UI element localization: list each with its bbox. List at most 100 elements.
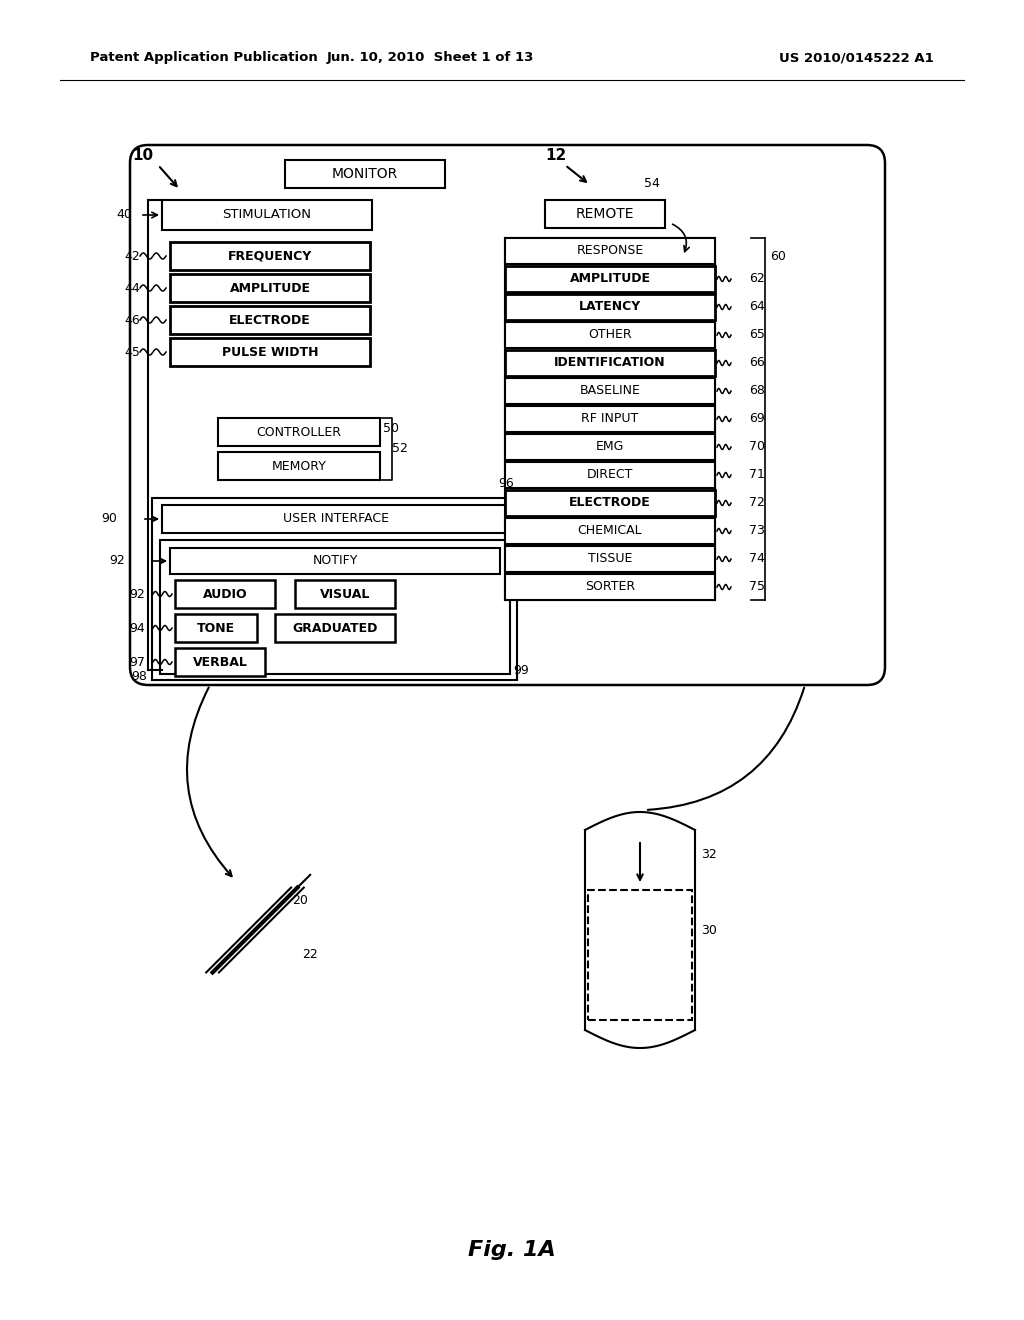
- Text: US 2010/0145222 A1: US 2010/0145222 A1: [779, 51, 934, 65]
- Text: 90: 90: [101, 512, 117, 525]
- Text: 65: 65: [749, 329, 765, 342]
- Text: 12: 12: [545, 148, 566, 162]
- Bar: [175, 614, 257, 642]
- Text: 92: 92: [110, 554, 125, 568]
- Text: 96: 96: [499, 477, 514, 490]
- Bar: [285, 160, 445, 187]
- Bar: [152, 498, 517, 680]
- Text: 74: 74: [749, 553, 765, 565]
- Bar: [275, 614, 395, 642]
- Text: SORTER: SORTER: [585, 581, 635, 594]
- Text: RESPONSE: RESPONSE: [577, 244, 644, 257]
- Text: TISSUE: TISSUE: [588, 553, 632, 565]
- Text: 94: 94: [129, 622, 145, 635]
- Text: 97: 97: [129, 656, 145, 668]
- Text: NOTIFY: NOTIFY: [312, 554, 357, 568]
- Text: 68: 68: [749, 384, 765, 397]
- Text: 60: 60: [770, 249, 785, 263]
- Text: CHEMICAL: CHEMICAL: [578, 524, 642, 537]
- Bar: [505, 267, 715, 292]
- Text: ELECTRODE: ELECTRODE: [229, 314, 311, 326]
- Bar: [505, 517, 715, 544]
- Text: 98: 98: [131, 671, 147, 684]
- Bar: [160, 540, 510, 675]
- Bar: [218, 451, 380, 480]
- Text: MEMORY: MEMORY: [271, 459, 327, 473]
- Text: 62: 62: [749, 272, 765, 285]
- Text: STIMULATION: STIMULATION: [222, 209, 311, 222]
- Text: 22: 22: [302, 949, 318, 961]
- Text: AMPLITUDE: AMPLITUDE: [569, 272, 650, 285]
- Bar: [295, 579, 395, 609]
- Bar: [505, 238, 715, 601]
- Text: REMOTE: REMOTE: [575, 207, 634, 220]
- Text: 54: 54: [644, 177, 660, 190]
- Bar: [505, 407, 715, 432]
- Text: 42: 42: [124, 249, 140, 263]
- Text: 71: 71: [749, 469, 765, 482]
- Bar: [170, 275, 370, 302]
- Text: CONTROLLER: CONTROLLER: [256, 425, 341, 438]
- Text: GRADUATED: GRADUATED: [292, 622, 378, 635]
- Bar: [162, 201, 372, 230]
- Text: Patent Application Publication: Patent Application Publication: [90, 51, 317, 65]
- Bar: [505, 434, 715, 459]
- Text: 66: 66: [749, 356, 765, 370]
- Text: MONITOR: MONITOR: [332, 168, 398, 181]
- Text: VISUAL: VISUAL: [319, 587, 371, 601]
- Text: 45: 45: [124, 346, 140, 359]
- Text: IDENTIFICATION: IDENTIFICATION: [554, 356, 666, 370]
- Text: AUDIO: AUDIO: [203, 587, 248, 601]
- Bar: [505, 350, 715, 376]
- Text: 69: 69: [749, 412, 765, 425]
- Text: 50: 50: [383, 422, 399, 436]
- Bar: [170, 548, 500, 574]
- Bar: [170, 306, 370, 334]
- Text: TONE: TONE: [197, 622, 236, 635]
- Text: 20: 20: [293, 894, 308, 907]
- Bar: [170, 338, 370, 366]
- Text: PULSE WIDTH: PULSE WIDTH: [222, 346, 318, 359]
- Text: AMPLITUDE: AMPLITUDE: [229, 281, 310, 294]
- Bar: [505, 322, 715, 348]
- Text: Fig. 1A: Fig. 1A: [468, 1239, 556, 1261]
- Bar: [545, 201, 665, 228]
- Text: LATENCY: LATENCY: [579, 301, 641, 314]
- Bar: [505, 378, 715, 404]
- Bar: [505, 574, 715, 601]
- Text: 10: 10: [132, 148, 154, 162]
- Bar: [505, 462, 715, 488]
- Text: EMG: EMG: [596, 441, 625, 454]
- Text: 52: 52: [392, 442, 408, 455]
- Bar: [505, 294, 715, 319]
- Text: USER INTERFACE: USER INTERFACE: [283, 512, 389, 525]
- Bar: [588, 890, 692, 1020]
- Text: 64: 64: [749, 301, 765, 314]
- Bar: [170, 242, 370, 271]
- Text: 72: 72: [749, 496, 765, 510]
- Text: 40: 40: [116, 209, 132, 222]
- Text: FREQUENCY: FREQUENCY: [228, 249, 312, 263]
- Text: ELECTRODE: ELECTRODE: [569, 496, 651, 510]
- Text: OTHER: OTHER: [588, 329, 632, 342]
- Bar: [162, 506, 510, 533]
- Bar: [505, 546, 715, 572]
- Text: RF INPUT: RF INPUT: [582, 412, 639, 425]
- Bar: [505, 490, 715, 516]
- Bar: [218, 418, 380, 446]
- Text: Jun. 10, 2010  Sheet 1 of 13: Jun. 10, 2010 Sheet 1 of 13: [327, 51, 534, 65]
- Text: VERBAL: VERBAL: [193, 656, 248, 668]
- Text: 73: 73: [749, 524, 765, 537]
- Text: 92: 92: [129, 587, 145, 601]
- Text: 75: 75: [749, 581, 765, 594]
- Bar: [175, 579, 275, 609]
- Bar: [175, 648, 265, 676]
- Text: 30: 30: [701, 924, 717, 936]
- Text: 70: 70: [749, 441, 765, 454]
- Text: DIRECT: DIRECT: [587, 469, 633, 482]
- Bar: [505, 238, 715, 264]
- Text: 99: 99: [513, 664, 528, 677]
- Text: 44: 44: [124, 281, 140, 294]
- Text: 46: 46: [124, 314, 140, 326]
- Text: 32: 32: [701, 849, 717, 862]
